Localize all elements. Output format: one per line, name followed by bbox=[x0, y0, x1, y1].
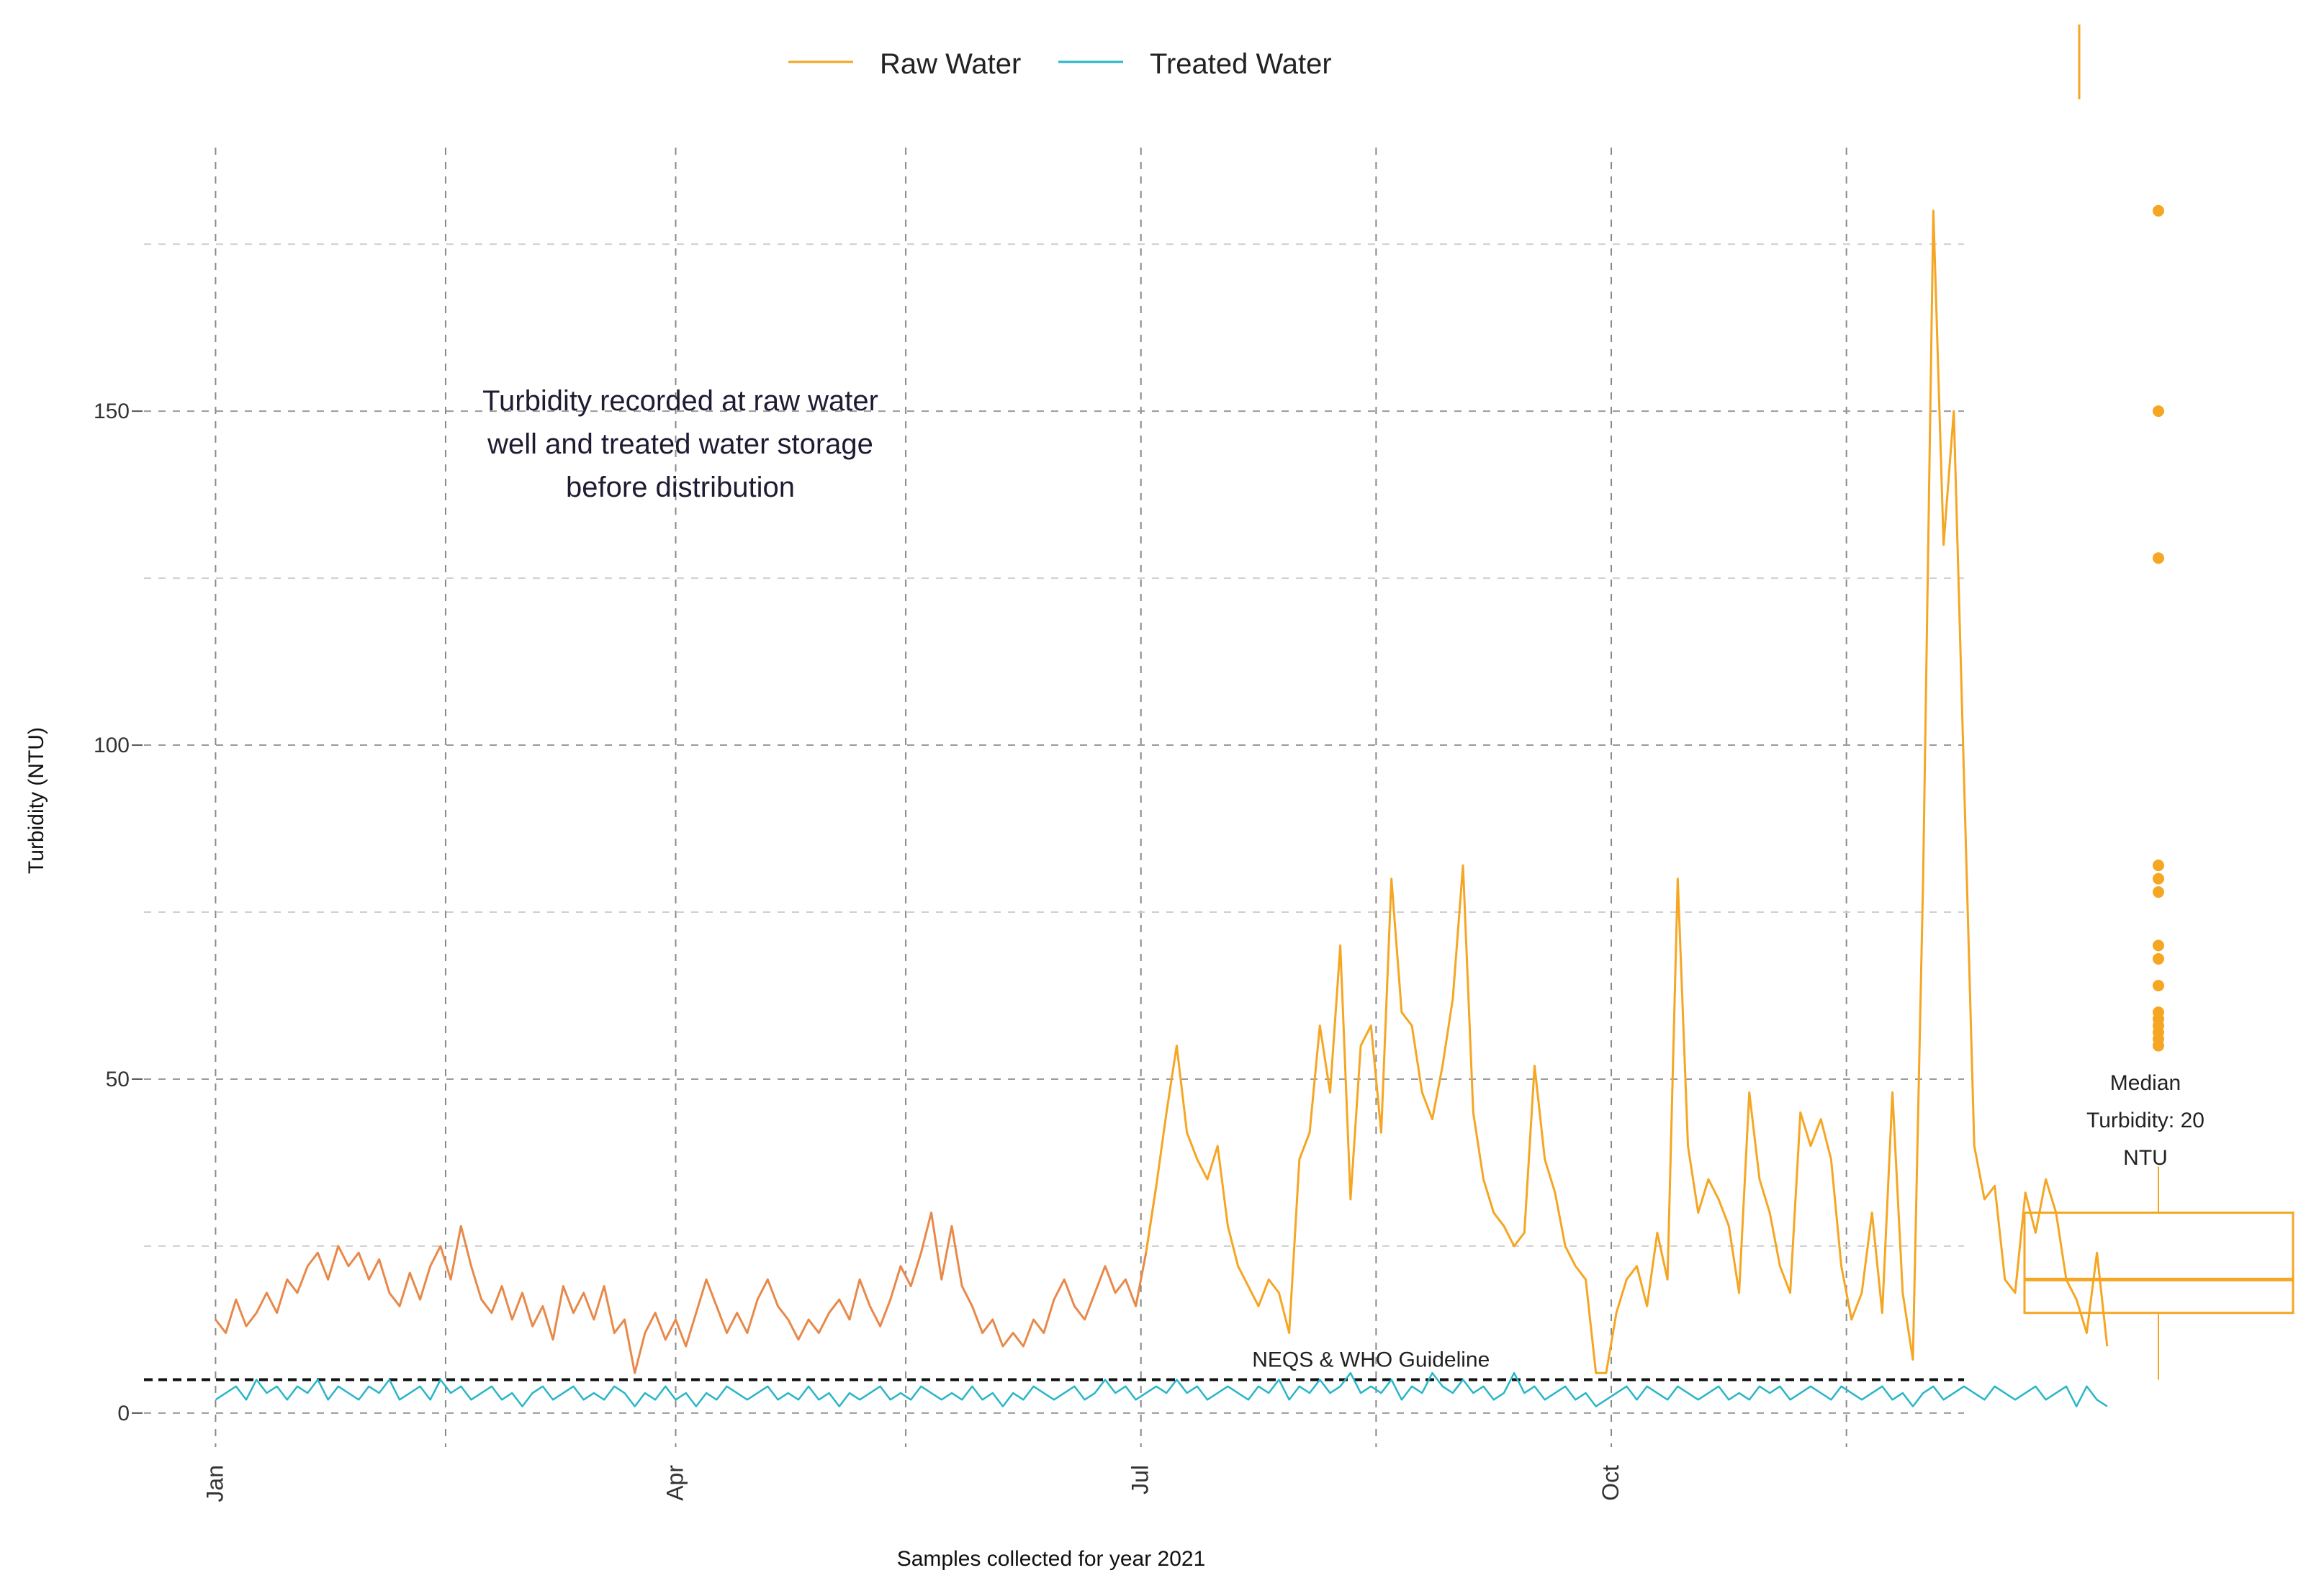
legend-treated-water-label: Treated Water bbox=[1150, 48, 1332, 80]
y-axis-ticks: 0 50 100 150 bbox=[94, 400, 143, 1425]
legend-raw-water-label: Raw Water bbox=[880, 48, 1021, 80]
y-tick-label: 0 bbox=[117, 1402, 130, 1425]
boxplot-panel: Median Turbidity: 20 NTU bbox=[2023, 24, 2294, 1380]
y-axis-title: Turbidity (NTU) bbox=[24, 727, 48, 874]
median-label-line-2: Turbidity: 20 bbox=[2086, 1109, 2204, 1132]
grid-lines bbox=[144, 148, 1964, 1447]
annotation-line-2: well and treated water storage bbox=[487, 428, 873, 460]
legend: Raw Water Treated Water bbox=[788, 48, 1332, 80]
raw-water-line-late bbox=[1145, 209, 2109, 1374]
x-tick-label: Oct bbox=[1598, 1465, 1623, 1501]
boxplot-outlier-point bbox=[2153, 552, 2164, 564]
x-axis-title: Samples collected for year 2021 bbox=[897, 1547, 1206, 1571]
x-tick-label: Jul bbox=[1127, 1465, 1153, 1494]
series-group bbox=[215, 209, 2109, 1407]
annotation-line-3: before distribution bbox=[566, 472, 795, 503]
y-tick-label: 100 bbox=[94, 734, 130, 757]
median-label-line-1: Median bbox=[2110, 1071, 2181, 1095]
guideline-label: NEQS & WHO Guideline bbox=[1252, 1348, 1490, 1371]
guideline-group: NEQS & WHO Guideline bbox=[144, 1348, 1964, 1381]
boxplot-outlier-point bbox=[2153, 980, 2164, 992]
boxplot-outlier-point bbox=[2153, 1040, 2164, 1052]
x-tick-label: Apr bbox=[662, 1465, 688, 1501]
boxplot-outlier-point bbox=[2153, 405, 2164, 418]
boxplot-outlier-point bbox=[2153, 873, 2164, 885]
boxplot-box bbox=[2023, 1212, 2294, 1315]
boxplot-outlier-point bbox=[2153, 952, 2164, 965]
x-tick-label: Jan bbox=[202, 1465, 228, 1502]
raw-water-line-early bbox=[215, 1186, 1158, 1374]
boxplot-outlier-point bbox=[2153, 204, 2164, 217]
boxplot-outlier-point bbox=[2153, 886, 2164, 898]
y-tick-label: 50 bbox=[106, 1068, 130, 1091]
annotation-line-1: Turbidity recorded at raw water bbox=[482, 385, 878, 417]
y-tick-label: 150 bbox=[94, 400, 130, 423]
boxplot-outlier-point bbox=[2153, 939, 2164, 952]
boxplot-outlier-point bbox=[2153, 860, 2164, 872]
x-axis-ticks: Jan Apr Jul Oct bbox=[202, 1465, 1623, 1502]
chart-annotation: Turbidity recorded at raw water well and… bbox=[482, 385, 878, 503]
median-label-line-3: NTU bbox=[2123, 1146, 2168, 1170]
treated-water-line bbox=[215, 1371, 2108, 1407]
